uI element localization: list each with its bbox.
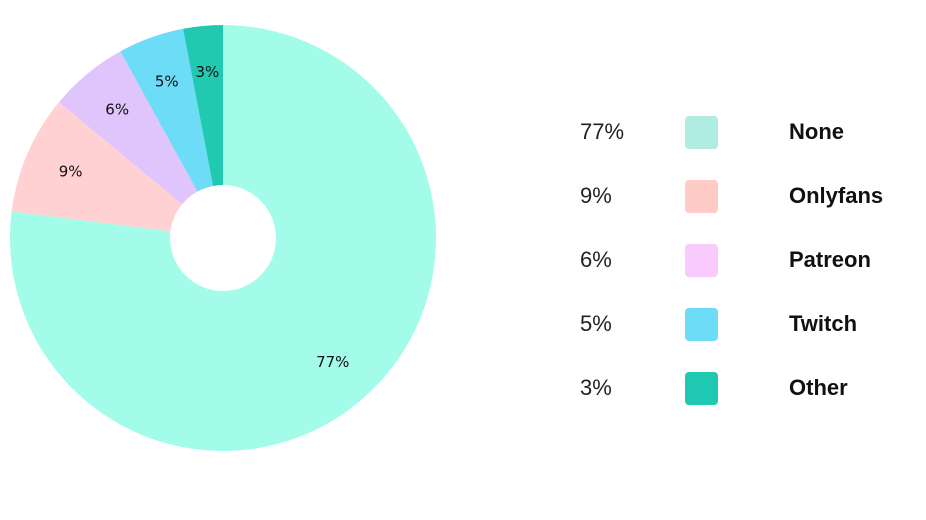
slice-label: 5% [155, 72, 179, 90]
legend-label: Other [789, 375, 848, 400]
legend-value: 77% [580, 119, 624, 144]
slice-label: 3% [195, 63, 219, 81]
legend-value: 6% [580, 247, 612, 272]
slice [183, 25, 223, 186]
slice [58, 51, 198, 205]
slice-label: 77% [316, 353, 349, 371]
slice [120, 28, 214, 192]
slice-label: 9% [59, 163, 83, 181]
legend-label: Twitch [789, 311, 857, 336]
legend-swatch [685, 180, 718, 213]
legend-value: 3% [580, 375, 612, 400]
legend-label: Patreon [789, 247, 871, 272]
slice [11, 102, 183, 232]
legend-value: 9% [580, 183, 612, 208]
slice [9, 25, 437, 451]
legend-swatch [685, 244, 718, 277]
legend-swatch [685, 372, 718, 405]
legend-label: Onlyfans [789, 183, 883, 208]
legend-value: 5% [580, 311, 612, 336]
slice-label: 6% [105, 101, 129, 119]
legend-swatch [685, 308, 718, 341]
legend-label: None [789, 119, 844, 144]
legend-swatch [685, 116, 718, 149]
